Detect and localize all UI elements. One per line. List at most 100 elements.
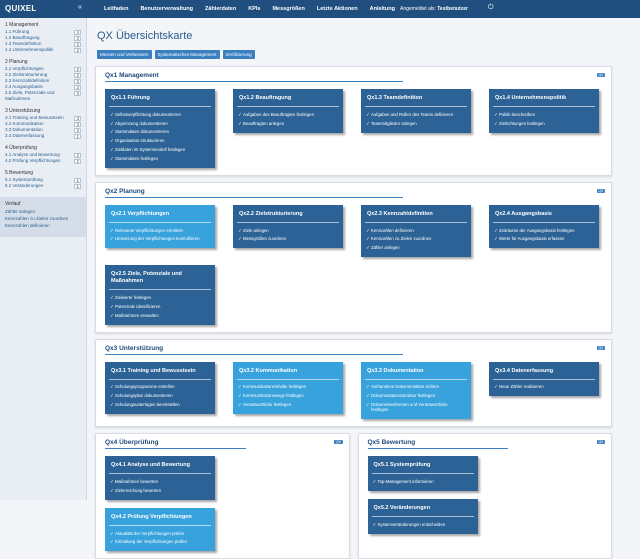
card-item[interactable]: Kommunikationswege festlegen (237, 391, 339, 400)
filter-button[interactable]: Systematisches Management (154, 50, 220, 59)
card-item[interactable]: Werte für Ausgangsbasis erfassen (493, 235, 595, 244)
card[interactable]: Qx4.1 Analyse und Bewertung Maßnahmen bew… (105, 456, 215, 500)
card-item[interactable]: Stammdaten festlegen (109, 154, 211, 163)
section-title[interactable]: 2 Planung (5, 59, 28, 65)
sidebar-item[interactable]: 2.2 Zielstrukturierung 2 (5, 72, 81, 78)
card-item[interactable]: Neue Zähler realisieren (493, 383, 595, 392)
nav-item[interactable]: Messgrößen (272, 6, 305, 12)
card[interactable]: Qx5.2 Veränderungen Systemveränderungen e… (367, 498, 478, 534)
history-item[interactable]: Zähler anlegen (5, 209, 36, 214)
logo[interactable]: QUIXEL (5, 4, 37, 13)
card[interactable]: Qx3.2 Kommunikation Kommunikationsinhalte… (233, 361, 343, 414)
nav-item[interactable]: Anleitung (369, 6, 395, 12)
sidebar-item[interactable]: 1.1 Führung 4 (5, 29, 81, 35)
card[interactable]: Qx2.4 Ausgangsbasis Zeiträume der Ausgang… (489, 204, 599, 249)
card[interactable]: Qx2.1 Verpflichtungen Relevante Verpflich… (105, 204, 215, 249)
sidebar-item[interactable]: 1.3 Teamdefinition 2 (5, 41, 81, 47)
card-item[interactable]: Maßnahmen bewerten (109, 477, 211, 486)
section-title[interactable]: 3 Unterstützung (5, 108, 41, 114)
card[interactable]: Qx5.1 Systemprüfung Top-Management inform… (367, 456, 478, 491)
sidebar-item[interactable]: 5.1 Systemprüfung 1 (5, 177, 81, 183)
card-item[interactable]: Maßnahmen verwalten (109, 311, 211, 320)
card-item[interactable]: Organisation strukturieren (109, 136, 211, 145)
sidebar-item[interactable]: 2.4 Ausgangsbasis 2 (5, 84, 81, 90)
sidebar-item[interactable]: 1.2 Beauftragung 2 (5, 35, 81, 41)
card[interactable]: Qx3.1 Training und Bewusstsein Schulungsp… (105, 361, 215, 414)
card-item[interactable]: Aufgaben und Rollen des Teams definieren (365, 110, 467, 119)
card-item[interactable]: Kennzahlen definieren (365, 226, 467, 235)
card-item[interactable]: Beauftragten anlegen (237, 119, 339, 128)
nav-item[interactable]: Letzte Aktionen (316, 6, 358, 12)
logout-icon[interactable]: ⏻ (488, 4, 494, 11)
item-label: 3.1 Training und Bewusstsein (5, 115, 64, 120)
card-item[interactable]: Aufgaben des Beauftragten festlegen (237, 110, 339, 119)
card[interactable]: Qx1.3 Teamdefinition Aufgaben und Rollen … (361, 89, 471, 133)
card-item[interactable]: Schulungsunterlagen bereitstellen (109, 400, 211, 409)
filter-button[interactable]: Zertifizierung (222, 50, 255, 59)
nav-item[interactable]: KPIs (248, 6, 261, 12)
card-item[interactable]: Zeiträume der Ausgangsbasis festlegen (493, 226, 595, 235)
card-title: Qx2.4 Ausgangsbasis (493, 209, 595, 223)
card-item[interactable]: Zielerreichung bewerten (109, 486, 211, 495)
sidebar-item[interactable]: 1.4 Unternehmenspolitik 2 (5, 47, 81, 53)
user-name: Testbenutzer (437, 6, 468, 12)
card[interactable]: Qx1.4 Unternehmenspolitik Politik beschre… (489, 89, 599, 133)
card-item[interactable]: Systemveränderungen entscheiden (372, 520, 474, 529)
card-item[interactable]: Selbstverpflichtung dokumentieren (109, 110, 211, 119)
card-item[interactable]: Dokumentationsstruktur festlegen (365, 391, 467, 400)
sidebar-item[interactable]: 3.1 Training und Bewusstsein 3 (5, 115, 81, 121)
page-title: QX Übersichtskarte (97, 30, 193, 42)
sidebar-item[interactable]: 2.5 Ziele, Potenziale und Maßnahmen 3 (5, 90, 81, 102)
sidebar-item[interactable]: 3.2 Kommunikation 3 (5, 121, 81, 127)
section-title[interactable]: 4 Überprüfung (5, 145, 37, 151)
card-item[interactable]: Zieldaten im Systemmodell festlegen (109, 145, 211, 154)
sidebar-item[interactable]: 2.3 Kennzahldefinition 3 (5, 78, 81, 84)
card-item[interactable]: Verantwortliche festlegen (237, 400, 339, 409)
card-item[interactable]: Zielwerte festlegen (109, 293, 211, 302)
sidebar-item[interactable]: 5.2 Veränderungen 1 (5, 183, 81, 189)
card-item[interactable]: Teammitglieder anlegen (365, 119, 467, 128)
card-item[interactable]: Stammdaten dokumentieren (109, 128, 211, 137)
card-item[interactable]: Schulungsprogramme erstellen (109, 383, 211, 392)
card[interactable]: Qx1.2 Beauftragung Aufgaben des Beauftrag… (233, 89, 343, 133)
card-item[interactable]: Einhaltung der Verpflichtungen prüfen (109, 538, 211, 547)
card[interactable]: Qx3.4 Datenerfassung Neue Zähler realisie… (489, 361, 599, 397)
card-item[interactable]: Kommunikationsinhalte festlegen (237, 383, 339, 392)
card-item[interactable]: Zielrichtungen festlegen (493, 119, 595, 128)
card-item[interactable]: Abgrenzung dokumentieren (109, 119, 211, 128)
card[interactable]: Qx2.3 Kennzahldefinition Kennzahlen defin… (361, 204, 471, 258)
sidebar-section: 3 Unterstützung 3.1 Training und Bewussts… (0, 104, 86, 141)
collapse-icon[interactable]: « (78, 4, 82, 11)
card[interactable]: Qx2.5 Ziele, Potenziale und Maßnahmen Zie… (105, 265, 215, 325)
card-item[interactable]: Politik beschreiben (493, 110, 595, 119)
section-title[interactable]: 1 Management (5, 22, 39, 28)
card-item[interactable]: Ziele anlegen (237, 226, 339, 235)
card-item[interactable]: Relevante Verpflichtungen ermitteln (109, 226, 211, 235)
card[interactable]: Qx3.3 Dokumentation Vorhandene Dokumentat… (361, 361, 471, 420)
nav-item[interactable]: Zählerdaten (205, 6, 237, 12)
sidebar-item[interactable]: 4.1 Analyse und Bewertung 2 (5, 152, 81, 158)
card[interactable]: Qx1.1 Führung Selbstverpflichtung dokumen… (105, 89, 215, 168)
card-item[interactable]: Aktualität der Verpflichtungen prüfen (109, 529, 211, 538)
card-item[interactable]: Zähler anlegen (365, 243, 467, 252)
card-item[interactable]: Top-Management informieren (372, 477, 474, 486)
card-item[interactable]: Dokumentenformen und Verantwortliche fes… (365, 400, 467, 414)
card-item[interactable]: Messgrößen zuordnen (237, 235, 339, 244)
nav-item[interactable]: Benutzerverwaltung (140, 6, 194, 12)
card[interactable]: Qx2.2 Zielstrukturierung Ziele anlegenMes… (233, 204, 343, 249)
nav-item[interactable]: Leitfaden (104, 6, 129, 12)
card-item[interactable]: Umsetzung der Verpflichtungen kontrollie… (109, 235, 211, 244)
filter-button[interactable]: Messen und Verbessern (97, 50, 152, 59)
card-item[interactable]: Potenziale identifizieren (109, 302, 211, 311)
history-item[interactable]: Kennzahlen definieren (5, 223, 50, 228)
card-item[interactable]: Schulungsplan dokumentieren (109, 391, 211, 400)
section-title[interactable]: 5 Bewertung (5, 170, 34, 176)
sidebar-item[interactable]: 4.2 Prüfung Verpflichtungen 2 (5, 158, 81, 164)
sidebar-item[interactable]: 2.1 Verpflichtungen 2 (5, 66, 81, 72)
card[interactable]: Qx4.2 Prüfung Verpflichtungen Aktualität … (105, 507, 215, 552)
history-item[interactable]: Kennzahlen zu Zielen zuordnen (5, 216, 69, 221)
sidebar-item[interactable]: 3.3 Dokumentation 3 (5, 127, 81, 133)
sidebar-item[interactable]: 3.4 Datenerfassung 1 (5, 133, 81, 139)
card-item[interactable]: Kennzahlen zu Zielen zuordnen (365, 235, 467, 244)
card-item[interactable]: Vorhandene Dokumentation sichten (365, 383, 467, 392)
